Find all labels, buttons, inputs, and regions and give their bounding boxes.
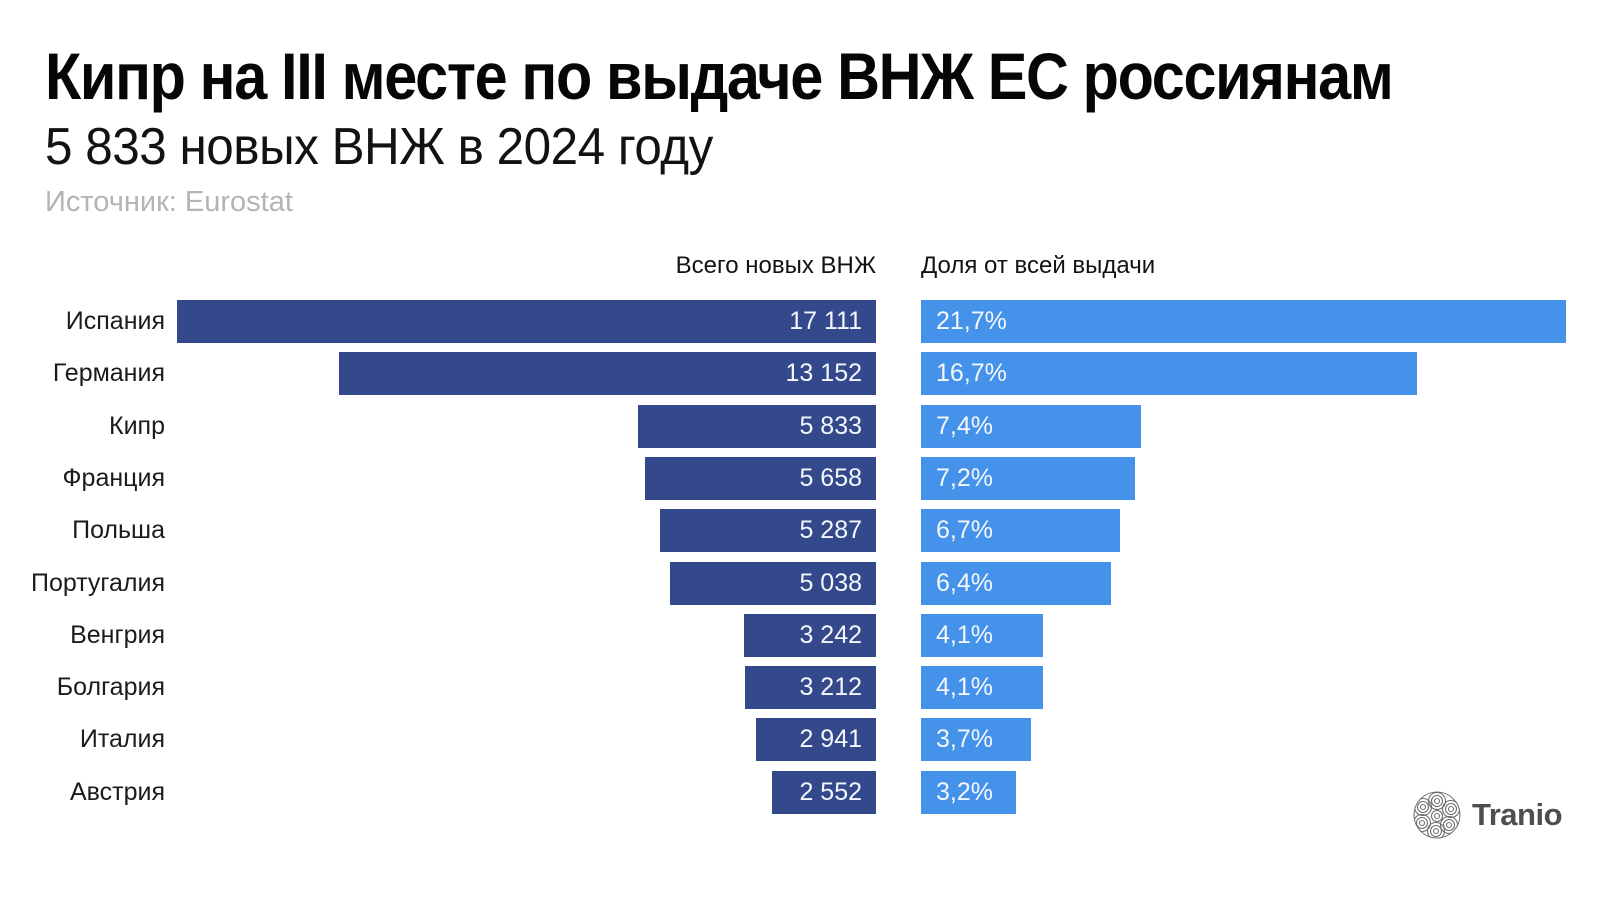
country-label: Кипр [109,412,165,440]
country-label: Франция [62,464,165,492]
column-header-totals: Всего новых ВНЖ [675,252,876,279]
country-label: Болгария [56,673,165,701]
page-subtitle: 5 833 новых ВНЖ в 2024 году [45,117,713,176]
total-permits-bar: 2 941 [756,718,876,761]
country-label: Германия [52,359,165,387]
source-caption: Источник: Eurostat [45,185,293,218]
total-permits-bar: 5 038 [670,562,876,605]
country-label: Италия [79,725,165,753]
share-percentage-bar: 16,7% [921,352,1417,395]
total-permits-bar: 5 287 [660,509,876,552]
share-percentage-bar: 6,7% [921,509,1120,552]
total-permits-bar: 13 152 [339,352,876,395]
country-label: Польша [72,516,165,544]
share-percentage-bar: 3,7% [921,718,1031,761]
brand-name: Tranio [1471,797,1563,832]
share-percentage-bar: 21,7% [921,300,1566,343]
share-percentage-bar: 4,1% [921,666,1043,709]
total-permits-bar: 2 552 [772,771,876,814]
share-percentage-bar: 7,4% [921,405,1141,448]
brand-footer: Tranio [1412,790,1563,840]
total-permits-bar: 5 658 [645,457,876,500]
country-label: Испания [65,307,165,335]
country-label: Португалия [30,569,165,597]
share-percentage-bar: 3,2% [921,771,1016,814]
header: Кипр на III месте по выдаче ВНЖ ЕС росси… [45,40,1542,219]
total-permits-bar: 5 833 [638,405,876,448]
share-percentage-bar: 7,2% [921,457,1135,500]
share-percentage-bar: 6,4% [921,562,1111,605]
page-title: Кипр на III месте по выдаче ВНЖ ЕС росси… [45,39,1394,113]
country-label: Австрия [69,778,165,806]
total-permits-bar: 3 212 [745,666,876,709]
share-percentage-bar: 4,1% [921,614,1043,657]
tranio-logo-icon [1412,790,1462,840]
column-header-share: Доля от всей выдачи [921,252,1156,279]
total-permits-bar: 17 111 [177,300,876,343]
country-label: Венгрия [70,621,165,649]
total-permits-bar: 3 242 [744,614,876,657]
